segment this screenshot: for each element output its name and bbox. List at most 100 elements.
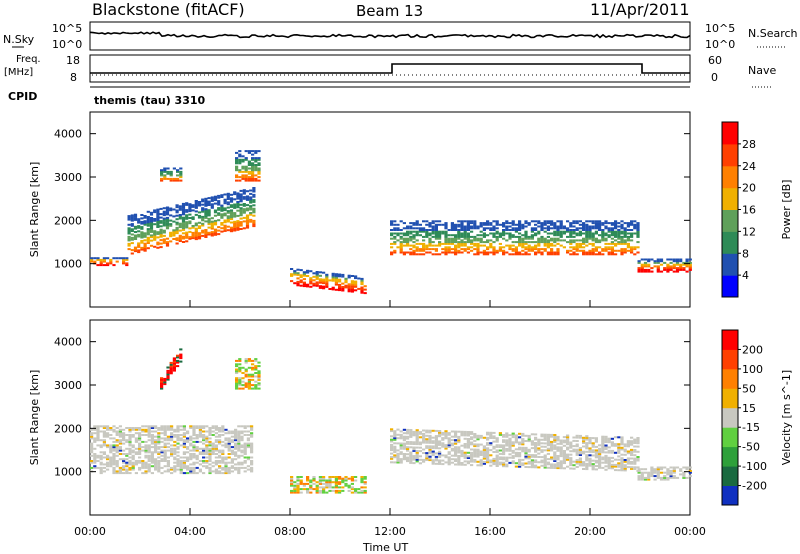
data-cell — [229, 230, 234, 233]
data-cell — [418, 230, 422, 233]
data-cell — [492, 225, 496, 228]
data-cell — [175, 218, 179, 221]
data-cell — [322, 476, 326, 478]
data-cell — [102, 456, 106, 459]
data-cell — [331, 272, 335, 275]
data-cell — [162, 241, 166, 244]
data-cell — [607, 246, 611, 249]
data-cell — [415, 232, 419, 235]
data-cell — [176, 461, 180, 464]
data-cell — [250, 468, 254, 471]
data-cell — [166, 463, 170, 466]
data-cell — [559, 451, 563, 454]
data-cell — [210, 220, 214, 223]
data-cell — [550, 449, 554, 452]
data-cell — [211, 434, 215, 436]
data-cell — [604, 441, 608, 443]
data-cell — [524, 446, 528, 449]
data-cell — [604, 437, 608, 440]
data-cell — [422, 434, 426, 437]
data-cell — [166, 470, 170, 473]
data-cell — [476, 460, 480, 463]
data-cell — [562, 467, 566, 470]
data-cell — [610, 246, 614, 249]
data-cell — [514, 437, 518, 440]
data-cell — [431, 225, 435, 228]
data-cell — [399, 452, 403, 455]
data-cell — [447, 433, 451, 436]
data-cell — [524, 448, 528, 451]
data-cell — [569, 235, 573, 238]
data-cell — [537, 220, 541, 223]
data-cell — [245, 195, 250, 198]
data-cell — [309, 486, 313, 489]
data-cell — [543, 438, 547, 441]
data-cell — [604, 248, 608, 251]
data-cell — [244, 373, 248, 376]
data-cell — [514, 453, 518, 456]
data-cell — [585, 464, 589, 467]
y-tick-label: 2000 — [54, 422, 82, 435]
data-cell — [415, 230, 419, 233]
data-cell — [486, 457, 490, 460]
data-cell — [466, 443, 470, 446]
data-cell — [239, 207, 243, 210]
data-cell — [601, 249, 605, 252]
data-cell — [226, 211, 230, 214]
data-cell — [514, 251, 518, 254]
data-cell — [241, 158, 245, 161]
data-cell — [594, 239, 598, 242]
data-cell — [486, 223, 490, 226]
data-cell — [205, 449, 209, 452]
data-cell — [194, 201, 198, 204]
data-cell — [122, 468, 126, 471]
data-cell — [578, 459, 582, 462]
data-cell — [224, 468, 228, 471]
data-cell — [562, 444, 566, 447]
data-cell — [610, 251, 614, 254]
data-cell — [537, 232, 541, 235]
data-cell — [659, 476, 664, 479]
data-cell — [393, 433, 397, 436]
data-cell — [460, 444, 464, 447]
data-cell — [204, 236, 208, 238]
x-tick-label: 20:00 — [574, 525, 606, 538]
y-tick-label: 3000 — [54, 171, 82, 184]
data-cell — [347, 283, 351, 286]
data-cell — [575, 248, 579, 251]
data-cell — [582, 232, 586, 235]
data-cell — [553, 223, 557, 226]
data-cell — [146, 210, 150, 213]
data-cell — [249, 218, 253, 221]
data-cell — [511, 220, 515, 223]
data-cell — [399, 435, 403, 438]
data-cell — [214, 427, 218, 429]
data-cell — [214, 425, 218, 428]
data-cell — [473, 433, 477, 435]
data-cell — [226, 217, 230, 219]
data-cell — [598, 456, 602, 459]
data-cell — [229, 193, 234, 196]
data-cell — [240, 439, 244, 442]
data-cell — [688, 471, 692, 474]
data-cell — [518, 242, 522, 245]
data-cell — [640, 265, 644, 268]
data-cell — [165, 211, 170, 214]
data-cell — [235, 160, 239, 163]
data-cell — [476, 248, 480, 251]
data-cell — [537, 466, 541, 469]
data-cell — [409, 232, 413, 235]
data-cell — [643, 261, 648, 264]
data-cell — [182, 428, 186, 431]
data-cell — [502, 447, 506, 450]
data-cell — [186, 446, 190, 449]
data-cell — [173, 447, 177, 450]
data-cell — [553, 451, 557, 454]
data-cell — [470, 246, 474, 249]
data-cell — [637, 270, 641, 273]
data-cell — [153, 231, 157, 234]
data-cell — [207, 231, 211, 234]
data-cell — [620, 251, 624, 254]
data-cell — [518, 222, 522, 225]
data-cell — [457, 463, 461, 466]
